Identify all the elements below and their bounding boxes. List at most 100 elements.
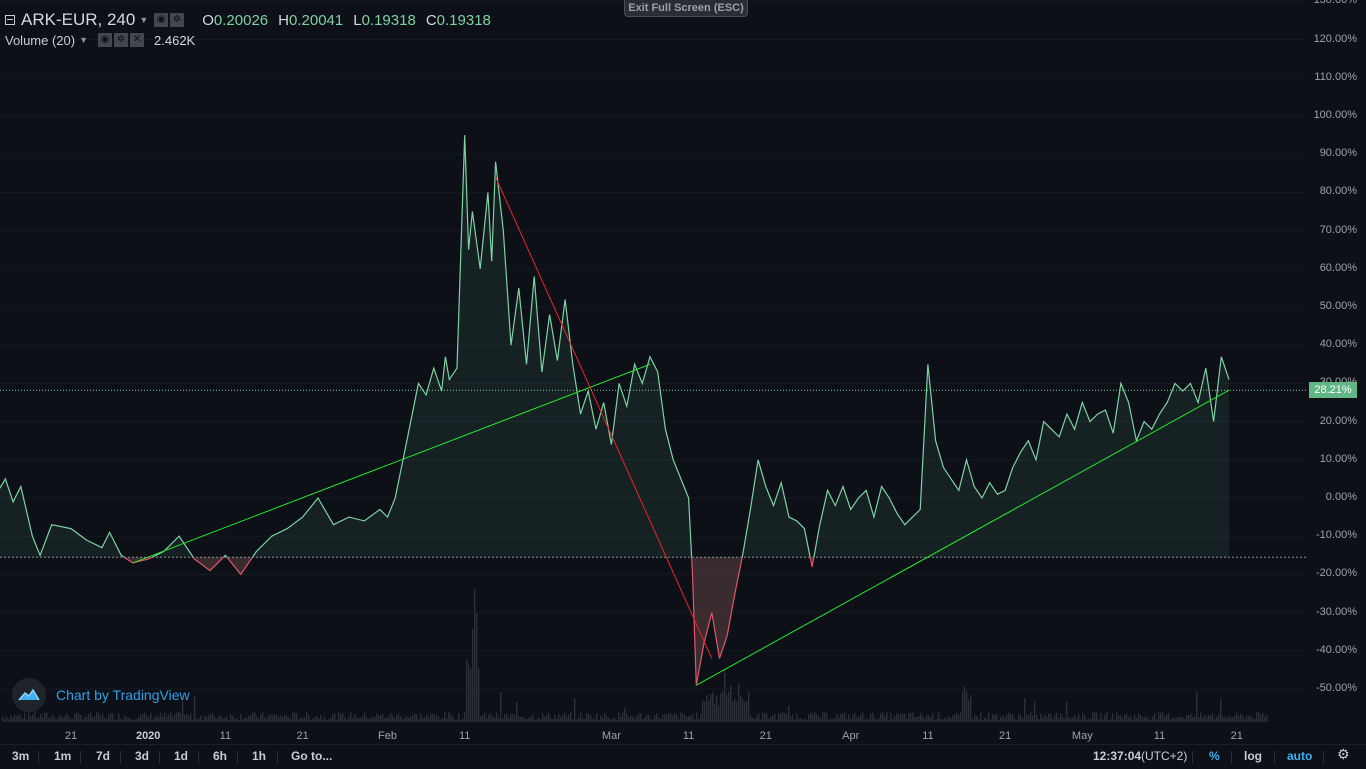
volume-bar bbox=[506, 713, 508, 722]
trend-line bbox=[696, 389, 1230, 686]
gear-icon[interactable]: ⚙ bbox=[1337, 747, 1350, 763]
volume-bar bbox=[982, 719, 984, 722]
volume-bar bbox=[650, 718, 652, 722]
timeframe-1h-button[interactable]: 1h bbox=[252, 749, 267, 763]
volume-bar bbox=[328, 719, 330, 722]
volume-bar bbox=[208, 714, 210, 722]
volume-bar bbox=[190, 712, 192, 722]
volume-bar bbox=[756, 716, 758, 722]
collapse-icon[interactable] bbox=[5, 15, 15, 25]
volume-bar bbox=[402, 719, 404, 722]
volume-bar bbox=[66, 713, 68, 722]
volume-bar bbox=[902, 714, 904, 722]
volume-bar bbox=[1036, 714, 1038, 722]
volume-bar bbox=[462, 718, 464, 722]
volume-bar bbox=[20, 715, 22, 722]
timeframe-7d-button[interactable]: 7d bbox=[96, 749, 111, 763]
volume-bar bbox=[496, 712, 498, 722]
volume-bar bbox=[960, 712, 962, 722]
volume-bar bbox=[626, 713, 628, 722]
timeframe-3d-button[interactable]: 3d bbox=[135, 749, 150, 763]
volume-bar bbox=[478, 668, 480, 722]
volume-title[interactable]: Volume (20) bbox=[5, 32, 76, 48]
volume-bar bbox=[490, 713, 492, 722]
volume-bar bbox=[74, 713, 76, 722]
y-tick-label: -10.00% bbox=[1316, 529, 1357, 542]
volume-bar bbox=[860, 715, 862, 722]
volume-bar bbox=[476, 613, 478, 722]
volume-bar bbox=[316, 715, 318, 722]
gear-icon[interactable]: ✲ bbox=[114, 33, 129, 47]
volume-bar bbox=[854, 712, 856, 722]
timeframe-6h-button[interactable]: 6h bbox=[213, 749, 228, 763]
gear-icon[interactable]: ✲ bbox=[170, 13, 185, 27]
volume-bar bbox=[1246, 715, 1248, 722]
volume-bar bbox=[866, 718, 868, 722]
volume-bar bbox=[1122, 718, 1124, 722]
volume-bar bbox=[378, 715, 380, 722]
eye-icon[interactable]: ◉ bbox=[154, 13, 169, 27]
volume-bar bbox=[312, 718, 314, 722]
high-label: H bbox=[278, 11, 289, 29]
volume-bar bbox=[956, 712, 958, 722]
y-tick-label: -40.00% bbox=[1316, 643, 1357, 656]
volume-bar bbox=[738, 683, 740, 722]
eye-icon[interactable]: ◉ bbox=[98, 33, 113, 47]
volume-bar bbox=[1244, 719, 1246, 722]
volume-bar bbox=[308, 715, 310, 722]
volume-bar bbox=[334, 713, 336, 722]
volume-bar bbox=[850, 718, 852, 722]
volume-bar bbox=[534, 719, 536, 722]
chevron-down-icon[interactable]: ▼ bbox=[79, 35, 89, 45]
volume-bar bbox=[454, 719, 456, 722]
goto-button[interactable]: Go to... bbox=[291, 749, 333, 763]
log-scale-button[interactable]: log bbox=[1244, 749, 1262, 763]
volume-bar bbox=[1238, 715, 1240, 722]
volume-bar bbox=[524, 718, 526, 722]
trend-lines[interactable] bbox=[132, 176, 1230, 686]
volume-bar bbox=[256, 716, 258, 722]
volume-bar bbox=[424, 716, 426, 722]
volume-bar bbox=[910, 712, 912, 722]
volume-bar bbox=[522, 717, 524, 722]
volume-bar bbox=[646, 714, 648, 722]
timeframe-1m-button[interactable]: 1m bbox=[54, 749, 72, 763]
volume-bar bbox=[480, 715, 482, 722]
volume-bar bbox=[406, 716, 408, 722]
volume-bar bbox=[654, 715, 656, 722]
watermark-text[interactable]: Chart by TradingView bbox=[56, 687, 190, 703]
volume-bar bbox=[582, 718, 584, 722]
auto-scale-button[interactable]: auto bbox=[1287, 749, 1313, 763]
volume-bar bbox=[156, 715, 158, 722]
divider bbox=[159, 751, 160, 763]
volume-bar bbox=[498, 717, 500, 722]
volume-bar bbox=[232, 715, 234, 722]
timeframe-1d-button[interactable]: 1d bbox=[174, 749, 189, 763]
percent-scale-button[interactable]: % bbox=[1209, 749, 1220, 763]
volume-bar bbox=[992, 713, 994, 722]
volume-bar bbox=[752, 717, 754, 722]
y-tick-label: 40.00% bbox=[1319, 338, 1357, 351]
volume-bar bbox=[938, 712, 940, 722]
volume-bar bbox=[888, 719, 890, 722]
exit-fullscreen-button[interactable]: Exit Full Screen (ESC) bbox=[624, 0, 748, 17]
symbol-title[interactable]: ARK-EUR, 240 bbox=[21, 10, 136, 29]
chevron-down-icon[interactable]: ▼ bbox=[139, 15, 149, 25]
tradingview-watermark[interactable]: Chart by TradingView bbox=[12, 678, 190, 712]
volume-bar bbox=[908, 713, 910, 722]
volume-bar bbox=[1050, 713, 1052, 722]
volume-bar bbox=[410, 716, 412, 722]
volume-bar bbox=[944, 717, 946, 722]
close-icon[interactable]: ✕ bbox=[130, 33, 145, 47]
volume-bar bbox=[104, 717, 106, 722]
volume-bar bbox=[1104, 714, 1106, 722]
volume-bar bbox=[14, 714, 16, 722]
volume-bar bbox=[590, 715, 592, 722]
divider bbox=[120, 751, 121, 763]
timeframe-3m-button[interactable]: 3m bbox=[12, 749, 30, 763]
volume-bar bbox=[98, 713, 100, 722]
volume-bar bbox=[1066, 701, 1068, 722]
volume-bar bbox=[1016, 719, 1018, 722]
timezone[interactable]: (UTC+2) bbox=[1141, 749, 1188, 763]
